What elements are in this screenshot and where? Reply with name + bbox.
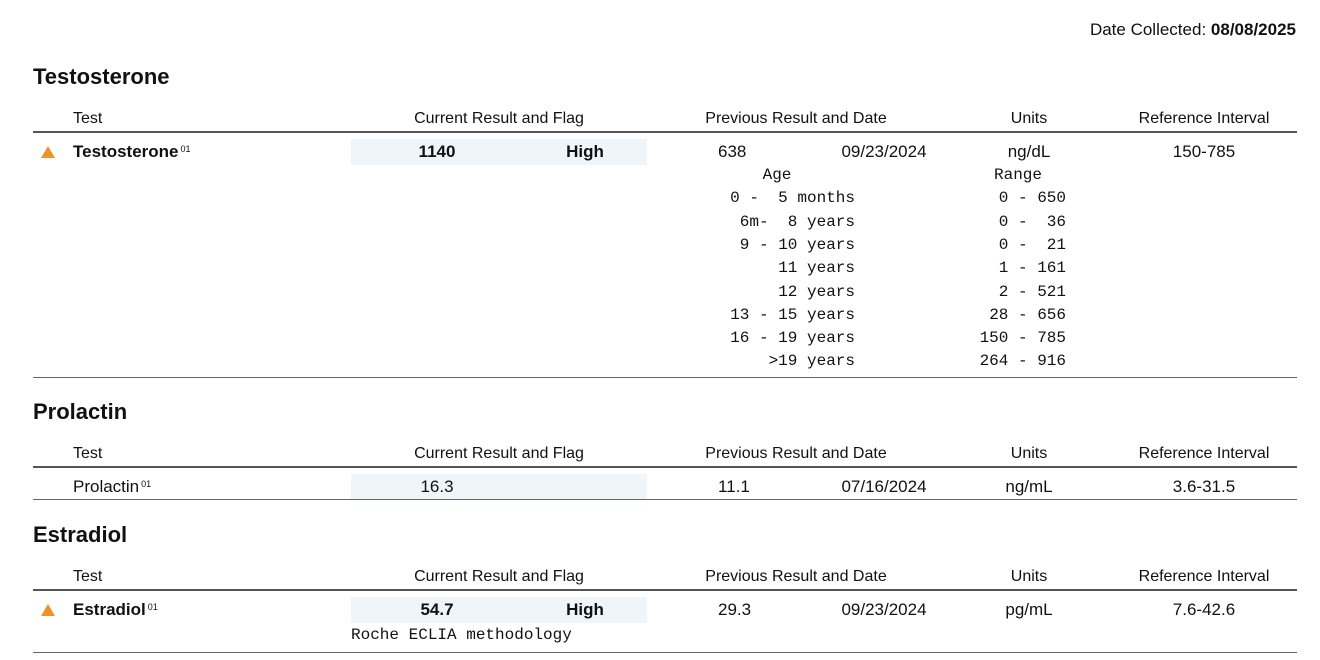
- flag-icon: [41, 604, 55, 616]
- previous-result: 11.1: [718, 477, 750, 496]
- footnote: 01: [147, 602, 158, 612]
- result-shade: [351, 474, 647, 500]
- ref-range: 264 - 916: [979, 352, 1066, 371]
- column-header: Units: [1010, 110, 1048, 127]
- ref-age: 16 - 19 years: [730, 329, 855, 348]
- date-value: 08/08/2025: [1210, 20, 1296, 39]
- row-rule: [33, 652, 1297, 653]
- ref-age: 12 years: [778, 282, 855, 301]
- ref-age: 11 years: [778, 259, 855, 278]
- result-value: 16.3: [420, 477, 454, 496]
- previous-date: 09/23/2024: [841, 600, 927, 619]
- date-collected: Date Collected: 08/08/2025: [1090, 20, 1296, 40]
- result-shade: [351, 139, 647, 165]
- result-flag: High: [566, 142, 604, 161]
- footnote: 01: [141, 479, 152, 489]
- units: ng/dL: [1007, 142, 1051, 161]
- column-header: Units: [1010, 445, 1048, 462]
- result-value: 54.7: [420, 600, 454, 619]
- column-header: Reference Interval: [1138, 445, 1270, 462]
- column-header: Previous Result and Date: [705, 110, 887, 127]
- column-header: Previous Result and Date: [705, 568, 887, 585]
- row-rule: [33, 377, 1297, 379]
- ref-header: Age: [762, 166, 792, 184]
- column-header: Units: [1010, 568, 1048, 585]
- ref-range: 0 - 21: [998, 235, 1066, 254]
- ref-age: 6m- 8 years: [739, 212, 855, 231]
- ref-age: >19 years: [768, 352, 855, 371]
- reference-interval: 3.6-31.5: [1172, 477, 1236, 496]
- result-value: 1140: [418, 142, 456, 161]
- date-label: Date Collected:: [1089, 20, 1207, 39]
- footnote: 01: [180, 144, 191, 154]
- reference-interval: 150-785: [1172, 142, 1236, 161]
- column-header: Current Result and Flag: [414, 568, 584, 585]
- result-flag: High: [566, 600, 604, 619]
- previous-date: 07/16/2024: [841, 477, 927, 496]
- column-header: Test: [73, 568, 103, 585]
- column-header: Current Result and Flag: [414, 110, 584, 127]
- section-title: Estradiol: [33, 522, 128, 547]
- units: pg/mL: [1005, 600, 1053, 619]
- header-rule: [33, 131, 1297, 133]
- flag-icon: [41, 146, 55, 158]
- result-shade: [351, 597, 647, 623]
- test-name: Testosterone 01: [73, 142, 191, 162]
- ref-age: 0 - 5 months: [730, 189, 855, 208]
- test-label: Testosterone: [73, 142, 179, 161]
- ref-range: 150 - 785: [979, 329, 1066, 348]
- ref-age: 13 - 15 years: [730, 305, 855, 324]
- row-rule: [33, 499, 1297, 500]
- units: ng/mL: [1005, 477, 1053, 496]
- section-title: Prolactin: [33, 399, 128, 424]
- ref-range: 28 - 656: [989, 305, 1066, 324]
- previous-result: 29.3: [718, 600, 752, 619]
- ref-range: 0 - 650: [998, 189, 1066, 208]
- test-name: Prolactin 01: [73, 477, 151, 497]
- ref-range: 1 - 161: [998, 259, 1066, 278]
- column-header: Test: [73, 445, 103, 462]
- ref-range: 0 - 36: [998, 212, 1066, 231]
- section-title: Testosterone: [33, 64, 170, 89]
- test-label: Prolactin: [73, 477, 140, 496]
- column-header: Reference Interval: [1138, 110, 1270, 127]
- column-header: Current Result and Flag: [414, 445, 584, 462]
- ref-range: 2 - 521: [998, 282, 1066, 301]
- column-header: Test: [73, 110, 103, 127]
- test-label: Estradiol: [73, 600, 146, 619]
- header-rule: [33, 466, 1297, 468]
- note: Roche ECLIA methodology: [351, 626, 572, 644]
- previous-result: 638: [718, 142, 747, 161]
- ref-age: 9 - 10 years: [739, 235, 855, 254]
- column-header: Reference Interval: [1138, 568, 1270, 585]
- column-header: Previous Result and Date: [705, 445, 887, 462]
- reference-interval: 7.6-42.6: [1172, 600, 1236, 619]
- previous-date: 09/23/2024: [841, 142, 927, 161]
- test-name: Estradiol 01: [73, 600, 158, 620]
- header-rule: [33, 589, 1297, 591]
- ref-header: Range: [993, 166, 1043, 184]
